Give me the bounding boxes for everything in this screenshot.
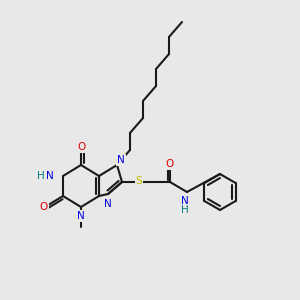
Text: N: N [181, 196, 189, 206]
Text: O: O [166, 159, 174, 169]
Text: N: N [46, 171, 54, 181]
Text: H: H [37, 171, 45, 181]
Text: O: O [40, 202, 48, 212]
Text: S: S [136, 176, 142, 186]
Text: O: O [77, 142, 85, 152]
Text: N: N [77, 211, 85, 221]
Text: H: H [181, 205, 189, 215]
Text: N: N [104, 199, 112, 209]
Text: N: N [117, 155, 125, 165]
